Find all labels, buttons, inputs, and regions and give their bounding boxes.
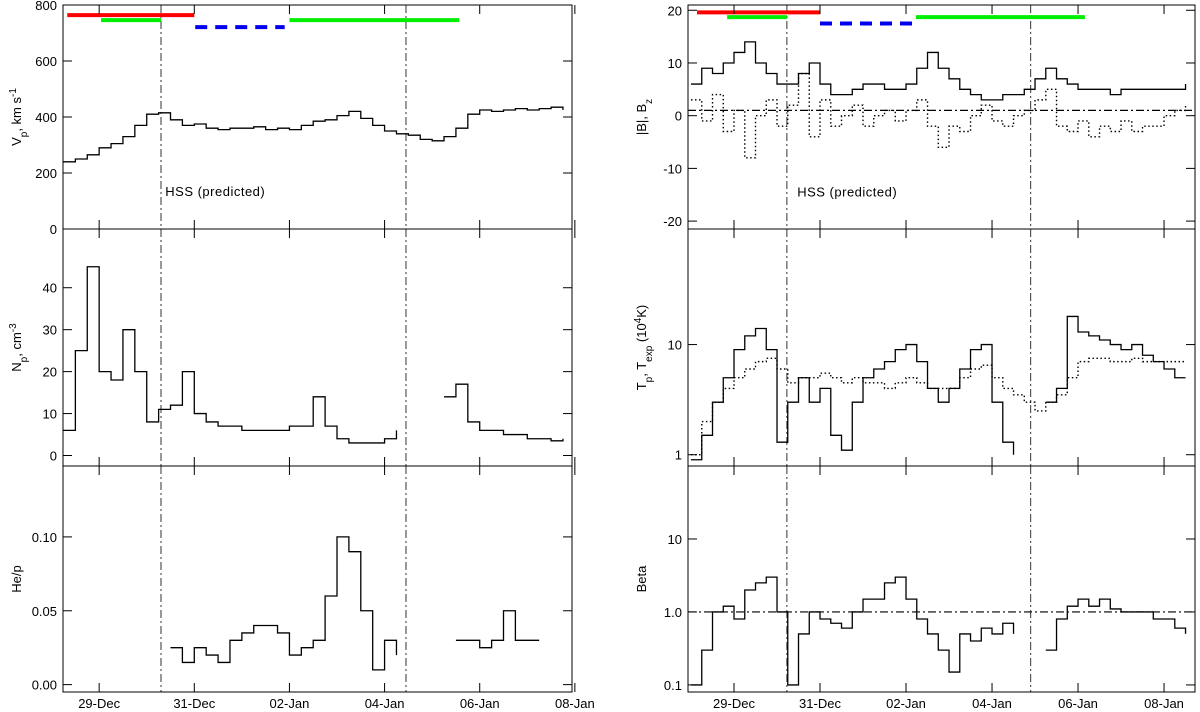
y-tick-label: 0.1 [664,678,682,693]
y-axis-label: Tp, Texp (104K) [633,305,655,391]
x-tick-label: 29-Dec [713,696,755,711]
y-axis-label-part: exp [644,345,655,362]
data-line [691,576,1187,686]
y-tick-label: 400 [35,110,57,125]
y-tick-label: 600 [35,54,57,69]
x-tick-label: 02-Jan [886,696,926,711]
data-line [63,266,564,444]
data-line [691,41,1187,101]
data-line [170,536,540,671]
y-tick-label: 10 [668,56,682,71]
x-tick-label: 29-Dec [78,696,120,711]
y-tick-label: 10 [668,338,682,353]
annotation: HSS (predicted) [165,184,265,199]
plot-area [63,5,564,229]
y-axis-label-part: -1 [8,88,19,97]
x-tick-label: 31-Dec [799,696,841,711]
data-line [691,72,1187,159]
x-tick-label: 04-Jan [972,696,1012,711]
y-tick-label: 30 [43,323,57,338]
x-tick-label: 02-Jan [270,696,310,711]
plot-frame [687,4,1196,230]
data-line [691,357,1186,456]
y-axis-label-part: p [19,356,30,362]
data-line [63,106,564,163]
y-axis-label-part: V [9,137,24,146]
plot-frame [62,4,573,230]
plot-area [160,466,540,692]
annotation: HSS (predicted) [797,184,897,199]
y-axis-label-part: (10 [634,323,649,345]
y-axis-label: Vp, km s-1 [8,88,30,146]
y-axis-label: |B|, Bz [634,99,655,135]
plot-area [691,229,1186,466]
y-axis-label-part: , km s [9,97,24,132]
y-tick-label: -20 [663,214,682,229]
plot-frame [62,465,573,693]
y-tick-label: 0 [50,449,57,464]
x-tick-label: 31-Dec [173,696,215,711]
plot-area [688,466,1195,692]
y-tick-label: 0.05 [32,604,57,619]
y-axis-label-part: -3 [8,323,19,332]
y-axis-label: Beta [634,565,649,593]
y-tick-label: 1.0 [664,605,682,620]
y-tick-label: 10 [668,532,682,547]
y-axis-label-part: Beta [634,565,649,593]
plot-area [63,229,564,466]
y-axis-label-part: N [9,362,24,371]
y-tick-label: 20 [668,3,682,18]
x-tick-label: 04-Jan [365,696,405,711]
y-tick-label: 0.00 [32,678,57,693]
y-tick-label: 1 [675,448,682,463]
y-tick-label: 0.10 [32,530,57,545]
plot-frame [687,465,1196,693]
y-axis-label: He/p [9,565,24,592]
y-tick-label: 10 [43,407,57,422]
plot-frame [687,228,1196,467]
y-axis-label-part: z [644,99,655,104]
y-axis-label-part: 4 [633,317,644,323]
y-axis-label-part: , cm [9,332,24,357]
y-tick-label: 800 [35,0,57,13]
y-axis-label-part: , T [634,362,649,377]
y-tick-label: 200 [35,166,57,181]
y-tick-label: 0 [50,222,57,237]
plot-area [688,5,1195,229]
x-tick-label: 08-Jan [1144,696,1184,711]
x-tick-label: 06-Jan [460,696,500,711]
y-axis-label-part: |B|, B [634,104,649,135]
x-tick-label: 08-Jan [555,696,595,711]
y-axis-label-part: T [634,382,649,390]
data-line [691,315,1186,461]
y-tick-label: 20 [43,365,57,380]
y-tick-label: 40 [43,281,57,296]
x-tick-label: 06-Jan [1058,696,1098,711]
y-axis-label-part: p [644,376,655,382]
y-tick-label: 0 [675,109,682,124]
y-axis-label-part: p [19,131,30,137]
y-axis-label: Np, cm-3 [8,323,30,372]
y-tick-label: -10 [663,161,682,176]
y-axis-label-part: K) [634,305,649,318]
y-axis-label-part: He/p [9,565,24,592]
